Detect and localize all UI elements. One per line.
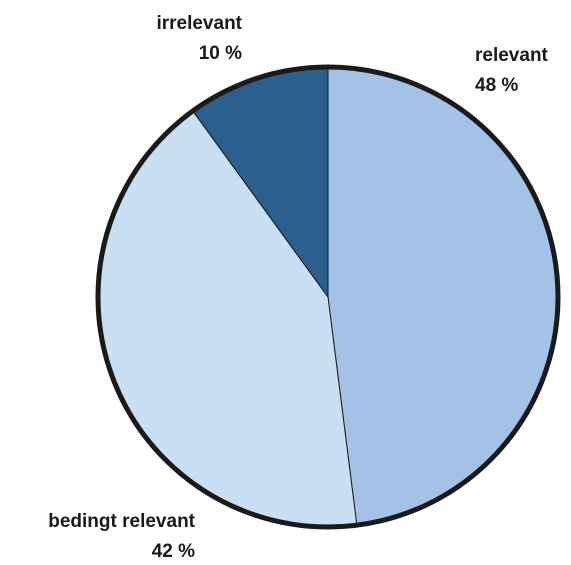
pie-slice-relevant [327, 66, 559, 526]
slice-label-irrelevant: irrelevant [156, 13, 242, 34]
slice-value-bedingt-relevant: 42 % [152, 541, 195, 562]
slice-value-relevant: 48 % [475, 75, 518, 96]
slice-label-bedingt-relevant: bedingt relevant [48, 511, 195, 532]
pie-outline [95, 64, 561, 530]
pie-slices [97, 66, 559, 528]
slice-value-irrelevant: 10 % [199, 43, 242, 64]
slice-label-relevant: relevant [475, 45, 549, 66]
